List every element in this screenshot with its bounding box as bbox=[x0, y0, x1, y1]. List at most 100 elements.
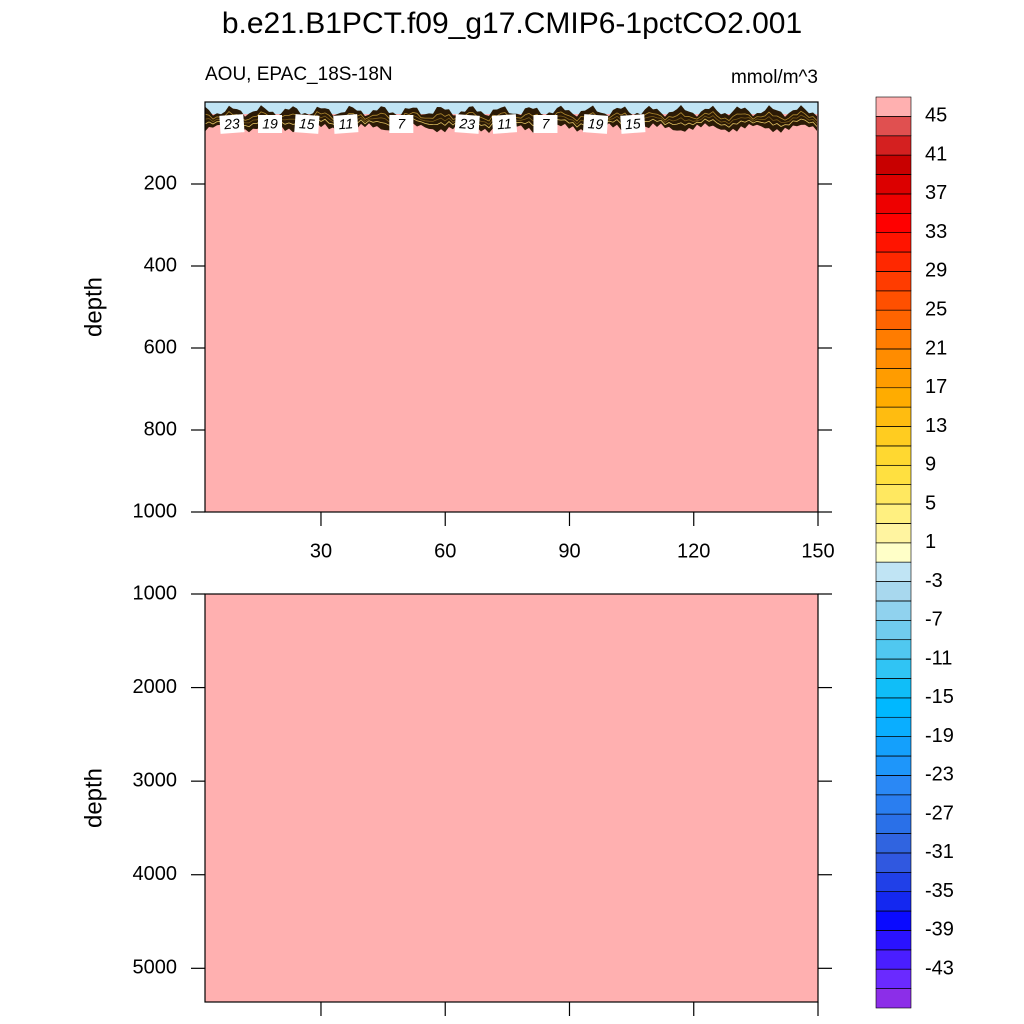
contour-label: 19 bbox=[258, 115, 283, 133]
colorbar-box bbox=[875, 891, 912, 912]
contour-label-text: 15 bbox=[625, 115, 642, 132]
colorbar-label: -39 bbox=[925, 919, 954, 941]
y-axis-title: depth bbox=[80, 277, 107, 337]
colorbar-box bbox=[875, 930, 912, 951]
colorbar-box bbox=[875, 116, 912, 137]
contour-label-box bbox=[294, 114, 320, 134]
contour-label-text: 23 bbox=[458, 115, 476, 132]
colorbar-box bbox=[875, 542, 912, 563]
colorbar-box bbox=[875, 581, 912, 602]
colorbar-box bbox=[875, 445, 912, 466]
colorbar-label: 29 bbox=[925, 260, 947, 282]
colorbar-label: -3 bbox=[925, 570, 943, 592]
contour-label-text: 11 bbox=[338, 115, 354, 132]
y-tick-label: 4000 bbox=[133, 863, 178, 885]
contour-label: 7 bbox=[389, 115, 414, 133]
colorbar-box bbox=[875, 135, 912, 156]
colorbar-box bbox=[875, 678, 912, 699]
plot-frame bbox=[204, 593, 819, 1003]
colorbar-box bbox=[875, 775, 912, 796]
contour-label-box bbox=[582, 114, 609, 134]
contour-label-box bbox=[454, 114, 480, 134]
contour-label: 19 bbox=[582, 114, 609, 134]
contour-label-text: 7 bbox=[397, 116, 406, 132]
colorbar-label: 5 bbox=[925, 492, 936, 514]
colorbar-box bbox=[875, 852, 912, 873]
contour-label-box bbox=[389, 115, 414, 133]
colorbar-box bbox=[875, 639, 912, 660]
colorbar-box bbox=[875, 387, 912, 408]
colorbar-box bbox=[875, 464, 912, 485]
colorbar-box bbox=[875, 368, 912, 389]
colorbar-box bbox=[875, 910, 912, 931]
colorbar-label: -35 bbox=[925, 880, 954, 902]
contour-label: 23 bbox=[219, 114, 245, 134]
colorbar-box bbox=[875, 426, 912, 447]
colorbar-box bbox=[875, 309, 912, 330]
chart-title: b.e21.B1PCT.f09_g17.CMIP6-1pctCO2.001 bbox=[222, 7, 802, 40]
colorbar-box bbox=[875, 697, 912, 718]
contour-label: 7 bbox=[533, 115, 558, 133]
colorbar-label: 17 bbox=[925, 376, 947, 398]
colorbar-box bbox=[875, 600, 912, 621]
colorbar-box bbox=[875, 154, 912, 175]
x-tick-label: 30 bbox=[310, 540, 332, 562]
field-fill bbox=[205, 594, 818, 1002]
y-tick-label: 3000 bbox=[133, 769, 178, 791]
contour-label-box bbox=[258, 115, 283, 133]
colorbar-box bbox=[875, 503, 912, 524]
contour-label: 15 bbox=[620, 114, 646, 134]
contour-label: 15 bbox=[294, 114, 320, 134]
colorbar-box bbox=[875, 290, 912, 311]
colorbar-label: -7 bbox=[925, 609, 943, 631]
colorbar-label: -31 bbox=[925, 841, 954, 863]
colorbar-label: -11 bbox=[925, 647, 952, 669]
colorbar-label: 13 bbox=[925, 415, 947, 437]
subtitle-right: mmol/m^3 bbox=[731, 67, 818, 88]
colorbar-box bbox=[875, 833, 912, 854]
colorbar-box bbox=[875, 251, 912, 272]
contour-label-text: 7 bbox=[542, 116, 551, 132]
x-tick-label: 90 bbox=[558, 540, 580, 562]
plot-frame bbox=[204, 101, 819, 513]
colorbar-label: 45 bbox=[925, 105, 947, 127]
colorbar-box bbox=[875, 406, 912, 427]
colorbar-label: -19 bbox=[925, 725, 954, 747]
field-fill bbox=[205, 102, 818, 512]
y-tick-label: 1000 bbox=[133, 500, 178, 522]
colorbar-box bbox=[875, 620, 912, 641]
colorbar-box bbox=[875, 329, 912, 350]
x-tick-label: 120 bbox=[677, 540, 710, 562]
colorbar-box bbox=[875, 949, 912, 970]
colorbar-box bbox=[875, 484, 912, 505]
colorbar-label: -23 bbox=[925, 764, 954, 786]
colorbar-box bbox=[875, 212, 912, 233]
colorbar-label: -43 bbox=[925, 958, 954, 980]
colorbar-box bbox=[875, 658, 912, 679]
y-tick-label: 2000 bbox=[133, 676, 178, 698]
contour-label-text: 23 bbox=[223, 115, 241, 132]
y-tick-label: 400 bbox=[144, 254, 177, 276]
contour-label-box bbox=[533, 115, 558, 133]
contour-label-box bbox=[333, 114, 359, 134]
y-tick-label: 1000 bbox=[133, 582, 178, 604]
colorbar-box bbox=[875, 523, 912, 544]
contour-label-box bbox=[491, 114, 518, 134]
colorbar-box bbox=[875, 232, 912, 253]
colorbar-box bbox=[875, 716, 912, 737]
colorbar-box bbox=[875, 174, 912, 195]
colorbar-label: -15 bbox=[925, 686, 954, 708]
colorbar-box bbox=[875, 872, 912, 893]
colorbar-box bbox=[875, 968, 912, 989]
colorbar-label: 41 bbox=[925, 143, 947, 165]
contour-label: 11 bbox=[491, 114, 518, 134]
y-tick-label: 600 bbox=[144, 336, 177, 358]
contour-label-text: 19 bbox=[262, 116, 278, 132]
colorbar-label: 37 bbox=[925, 182, 947, 204]
colorbar-label: 9 bbox=[925, 454, 936, 476]
contour-label: 23 bbox=[454, 114, 480, 134]
colorbar-box bbox=[875, 813, 912, 834]
contour-label: 11 bbox=[333, 114, 359, 134]
x-tick-label: 60 bbox=[434, 540, 456, 562]
